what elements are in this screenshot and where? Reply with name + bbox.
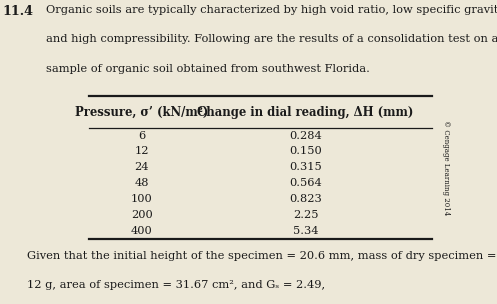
Text: 5.34: 5.34 (293, 226, 319, 236)
Text: 0.564: 0.564 (289, 178, 322, 188)
Text: 0.284: 0.284 (289, 131, 322, 141)
Text: 0.150: 0.150 (289, 147, 322, 157)
Text: Given that the initial height of the specimen = 20.6 mm, mass of dry specimen =: Given that the initial height of the spe… (27, 251, 497, 261)
Text: 2.25: 2.25 (293, 210, 319, 220)
Text: 100: 100 (131, 194, 153, 204)
Text: 48: 48 (134, 178, 149, 188)
Text: 24: 24 (134, 162, 149, 172)
Text: Organic soils are typically characterized by high void ratio, low specific gravi: Organic soils are typically characterize… (46, 5, 497, 15)
Text: 200: 200 (131, 210, 153, 220)
Text: 11.4: 11.4 (2, 5, 33, 18)
Text: Change in dial reading, ΔH (mm): Change in dial reading, ΔH (mm) (197, 106, 414, 119)
Text: Pressure, σ’ (kN/m²): Pressure, σ’ (kN/m²) (75, 106, 208, 119)
Text: sample of organic soil obtained from southwest Florida.: sample of organic soil obtained from sou… (46, 64, 370, 74)
Text: © Cengage Learning 2014: © Cengage Learning 2014 (442, 119, 450, 215)
Text: 0.823: 0.823 (289, 194, 322, 204)
Text: 12 g, area of specimen = 31.67 cm², and Gₛ = 2.49,: 12 g, area of specimen = 31.67 cm², and … (27, 280, 326, 290)
Text: 6: 6 (138, 131, 145, 141)
Text: and high compressibility. Following are the results of a consolidation test on a: and high compressibility. Following are … (46, 34, 497, 44)
Text: 400: 400 (131, 226, 153, 236)
Text: 0.315: 0.315 (289, 162, 322, 172)
Text: 12: 12 (134, 147, 149, 157)
